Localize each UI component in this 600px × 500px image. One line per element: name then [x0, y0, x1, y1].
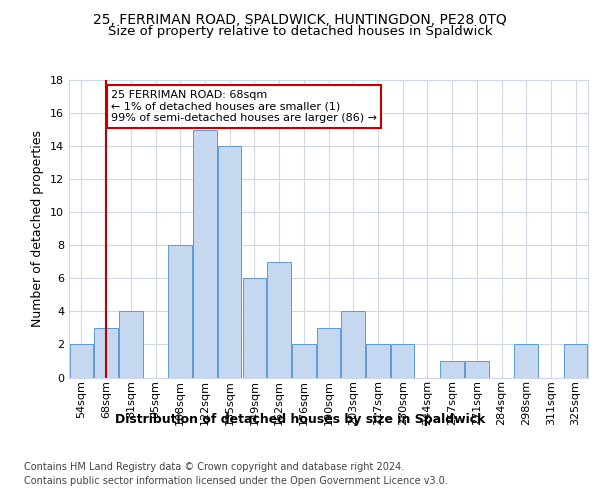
Text: Size of property relative to detached houses in Spaldwick: Size of property relative to detached ho…: [108, 25, 492, 38]
Bar: [268, 262, 291, 378]
Text: Contains HM Land Registry data © Crown copyright and database right 2024.: Contains HM Land Registry data © Crown c…: [24, 462, 404, 472]
Bar: [70, 344, 93, 378]
Bar: [341, 312, 365, 378]
Bar: [119, 312, 143, 378]
Bar: [564, 344, 587, 378]
Bar: [440, 361, 464, 378]
Bar: [465, 361, 488, 378]
Bar: [94, 328, 118, 378]
Bar: [242, 278, 266, 378]
Bar: [391, 344, 415, 378]
Y-axis label: Number of detached properties: Number of detached properties: [31, 130, 44, 327]
Text: Distribution of detached houses by size in Spaldwick: Distribution of detached houses by size …: [115, 412, 485, 426]
Bar: [366, 344, 389, 378]
Bar: [193, 130, 217, 378]
Bar: [292, 344, 316, 378]
Bar: [514, 344, 538, 378]
Text: 25, FERRIMAN ROAD, SPALDWICK, HUNTINGDON, PE28 0TQ: 25, FERRIMAN ROAD, SPALDWICK, HUNTINGDON…: [93, 12, 507, 26]
Bar: [169, 246, 192, 378]
Bar: [218, 146, 241, 378]
Bar: [317, 328, 340, 378]
Text: Contains public sector information licensed under the Open Government Licence v3: Contains public sector information licen…: [24, 476, 448, 486]
Text: 25 FERRIMAN ROAD: 68sqm
← 1% of detached houses are smaller (1)
99% of semi-deta: 25 FERRIMAN ROAD: 68sqm ← 1% of detached…: [111, 90, 377, 123]
